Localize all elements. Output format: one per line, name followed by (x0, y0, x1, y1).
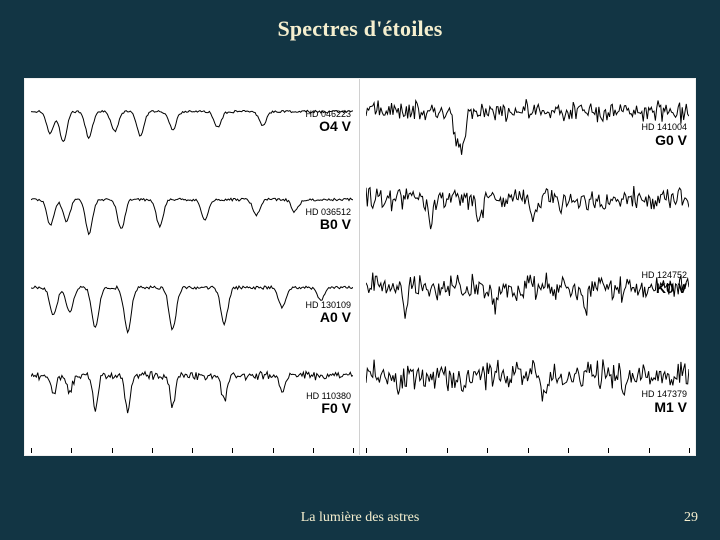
spectral-class: M1 V (641, 400, 687, 415)
spectrum-row: HD 036512 B0 V (31, 175, 353, 257)
spectra-chart: HD 046223 O4 V HD 036512 B0 V HD 130109 … (24, 78, 696, 456)
panel-right: HD 141004 G0 V HD 124752 K0 V (360, 79, 695, 455)
spectrum-row: HD 141004 G0 V (366, 87, 689, 169)
spectral-class: A0 V (305, 310, 351, 325)
spectrum-row (366, 175, 689, 257)
spectrum-row: HD 110380 F0 V (31, 351, 353, 433)
spectrum-row: HD 046223 O4 V (31, 87, 353, 169)
x-ticks-left (31, 447, 353, 453)
spectrum-label: HD 124752 K0 V (641, 271, 687, 295)
spectrum-row: HD 147379 M1 V (366, 351, 689, 433)
panel-left: HD 046223 O4 V HD 036512 B0 V HD 130109 … (25, 79, 360, 455)
spectral-class: B0 V (305, 217, 351, 232)
spectrum-label: HD 130109 A0 V (305, 301, 351, 325)
spectrum-label: HD 147379 M1 V (641, 390, 687, 414)
slide-title: Spectres d'étoiles (0, 16, 720, 42)
spectral-class: G0 V (641, 133, 687, 148)
spectral-class: O4 V (305, 119, 351, 134)
spectral-class: K0 V (641, 281, 687, 296)
spectrum-row: HD 124752 K0 V (366, 263, 689, 345)
footer-text: La lumière des astres (0, 510, 720, 526)
spectrum-label: HD 036512 B0 V (305, 208, 351, 232)
spectrum-label: HD 141004 G0 V (641, 123, 687, 147)
spectrum-label: HD 110380 F0 V (306, 392, 351, 416)
page-number: 29 (684, 510, 698, 526)
x-ticks-right (366, 447, 689, 453)
spectral-class: F0 V (306, 401, 351, 416)
spectrum-row: HD 130109 A0 V (31, 263, 353, 345)
spectrum-label: HD 046223 O4 V (305, 110, 351, 134)
